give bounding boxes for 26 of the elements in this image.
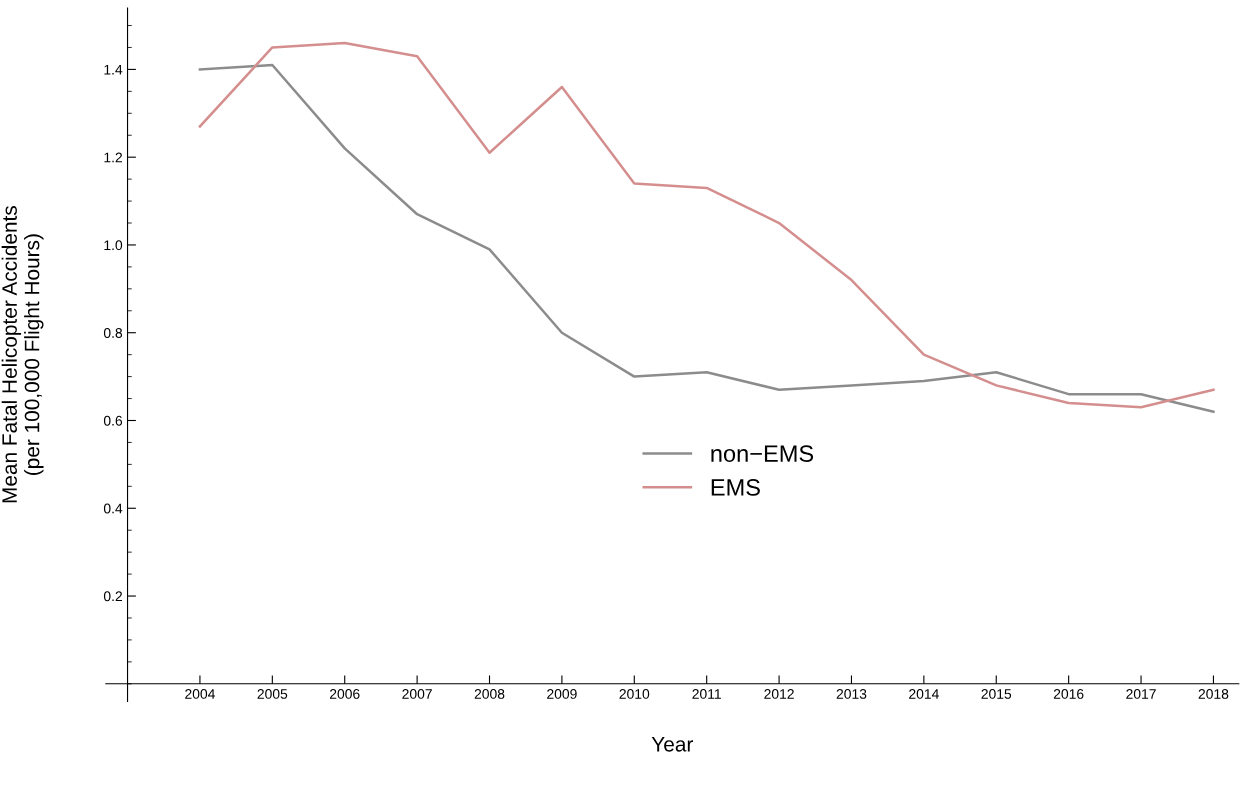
x-tick-label: 2005: [257, 689, 288, 699]
x-tick-label: 2016: [1053, 689, 1084, 699]
x-tick-label: 2009: [547, 689, 577, 699]
x-axis-title: Year: [651, 737, 694, 752]
y-tick-label: 1.0: [104, 240, 123, 251]
x-tick-label: 2015: [981, 689, 1012, 699]
x-tick-label: 2014: [909, 689, 939, 699]
x-tick-label: 2013: [836, 689, 867, 699]
x-tick-label: 2010: [619, 689, 650, 699]
y-axis-title: Mean Fatal Helicopter Accidents (per 100,000 Flight Hours): [1, 206, 44, 503]
y-tick-label: 1.4: [104, 64, 123, 75]
y-tick-label: 0.4: [103, 503, 123, 514]
x-tick-label: 2008: [474, 689, 505, 699]
x-tick-label: 2006: [329, 689, 360, 699]
x-tick-label: 2007: [402, 689, 432, 699]
y-tick-label: 0.8: [103, 328, 123, 338]
x-tick-label: 2012: [764, 689, 794, 699]
y-tick-label: 0.2: [103, 591, 122, 602]
legend-label: non−EMS: [711, 445, 814, 462]
y-tick-label: 1.2: [104, 152, 122, 163]
x-tick-label: 2004: [185, 689, 215, 699]
legend-label: EMS: [711, 479, 760, 496]
x-tick-label: 2018: [1198, 689, 1229, 699]
y-tick-label: 0.6: [103, 415, 123, 426]
x-tick-label: 2011: [692, 689, 721, 699]
x-tick-label: 2017: [1126, 689, 1156, 699]
